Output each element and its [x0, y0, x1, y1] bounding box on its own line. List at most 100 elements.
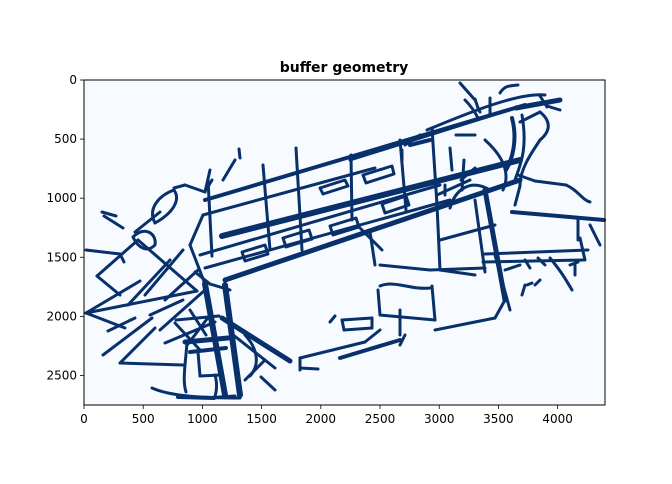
- road-segment: [460, 158, 466, 192]
- road-segment: [473, 316, 497, 324]
- road-segment: [481, 258, 585, 264]
- x-tick-label: 2000: [306, 412, 337, 426]
- road-segment: [398, 333, 407, 347]
- road-segment: [84, 279, 142, 315]
- road-segment: [183, 183, 207, 194]
- road-segment: [545, 104, 562, 112]
- road-segment: [518, 110, 542, 124]
- road-segment: [143, 248, 185, 297]
- road-segment: [151, 188, 179, 225]
- road-segment: [408, 138, 432, 147]
- road-segment: [493, 253, 512, 312]
- road-segment: [458, 81, 477, 102]
- road-segment: [349, 153, 354, 222]
- road-segment: [533, 278, 542, 287]
- road-segment: [84, 248, 122, 256]
- road-segment: [363, 328, 382, 344]
- road-segment: [568, 260, 580, 267]
- road-segment: [564, 183, 592, 204]
- road-segment: [237, 147, 242, 160]
- road-segment: [498, 83, 520, 95]
- road-segment: [118, 326, 157, 365]
- road-segment: [298, 340, 367, 360]
- road-segment: [473, 198, 487, 274]
- road-segment: [433, 320, 477, 332]
- y-axis: 0 500 1000 1500 2000 2500: [46, 73, 84, 382]
- x-tick-label: 0: [80, 412, 88, 426]
- road-segment: [221, 158, 237, 182]
- road-segment: [219, 315, 293, 364]
- road-segment: [259, 375, 277, 392]
- road-segment: [338, 338, 402, 360]
- x-tick-label: 500: [132, 412, 155, 426]
- road-segment: [201, 166, 377, 217]
- y-tick-label: 500: [54, 132, 77, 146]
- road-segment: [510, 210, 606, 222]
- road-segment: [513, 113, 526, 182]
- road-segment: [525, 281, 534, 287]
- road-segment: [520, 283, 527, 297]
- road-segment: [435, 178, 472, 197]
- road-segment: [198, 373, 222, 378]
- road-segment: [368, 230, 377, 267]
- road-segment: [95, 238, 140, 278]
- road-segment: [188, 243, 207, 286]
- axes-background: [84, 80, 605, 405]
- road-segment: [483, 138, 508, 192]
- road-segment: [340, 318, 346, 332]
- road-segment: [518, 138, 542, 187]
- road-segment: [578, 236, 587, 262]
- road-segment: [100, 210, 118, 218]
- road-segment: [504, 116, 517, 172]
- road-segment: [378, 263, 432, 272]
- road-segment: [222, 177, 523, 283]
- road-segment: [448, 183, 492, 210]
- road-segment: [173, 321, 202, 352]
- road-segment: [513, 184, 522, 207]
- road-segment: [588, 223, 602, 247]
- road-segment: [438, 268, 477, 277]
- road-segment: [523, 258, 532, 270]
- road-segment: [102, 214, 125, 230]
- x-tick-label: 1000: [187, 412, 218, 426]
- road-segment: [503, 263, 522, 272]
- road-segment: [328, 314, 337, 324]
- road-segment: [538, 110, 550, 142]
- road-segment: [435, 203, 442, 272]
- y-tick-label: 0: [69, 73, 77, 87]
- road-segment: [516, 173, 537, 183]
- road-segment: [476, 106, 482, 114]
- road-segment: [95, 274, 122, 297]
- road-segment: [188, 308, 208, 337]
- road-segment: [378, 282, 432, 290]
- road-segment: [203, 394, 237, 400]
- road-segment: [438, 223, 497, 242]
- road-segment: [536, 256, 547, 267]
- road-segment: [222, 282, 243, 398]
- x-tick-label: 1500: [246, 412, 277, 426]
- road-segment: [428, 266, 487, 272]
- road-segment: [203, 198, 452, 270]
- road-segment: [106, 316, 137, 333]
- road-segment: [148, 298, 185, 317]
- road-segment: [118, 361, 185, 367]
- road-segment: [84, 289, 199, 315]
- road-segment: [430, 284, 437, 322]
- road-segment: [473, 97, 480, 110]
- road-segment: [206, 178, 214, 258]
- road-segment: [188, 213, 205, 247]
- y-tick-label: 1500: [46, 250, 77, 264]
- road-segment: [126, 258, 172, 307]
- building-outline: [240, 243, 270, 263]
- building-outline: [380, 194, 411, 215]
- road-segment: [158, 288, 207, 332]
- x-axis: 0 500 1000 1500 2000 2500 3000 3500 4000: [80, 405, 573, 426]
- x-tick-label: 2500: [365, 412, 396, 426]
- road-segment: [342, 326, 374, 332]
- road-segment: [243, 358, 267, 382]
- road-segment: [448, 146, 454, 172]
- road-segment: [261, 163, 272, 252]
- x-tick-label: 3500: [483, 412, 514, 426]
